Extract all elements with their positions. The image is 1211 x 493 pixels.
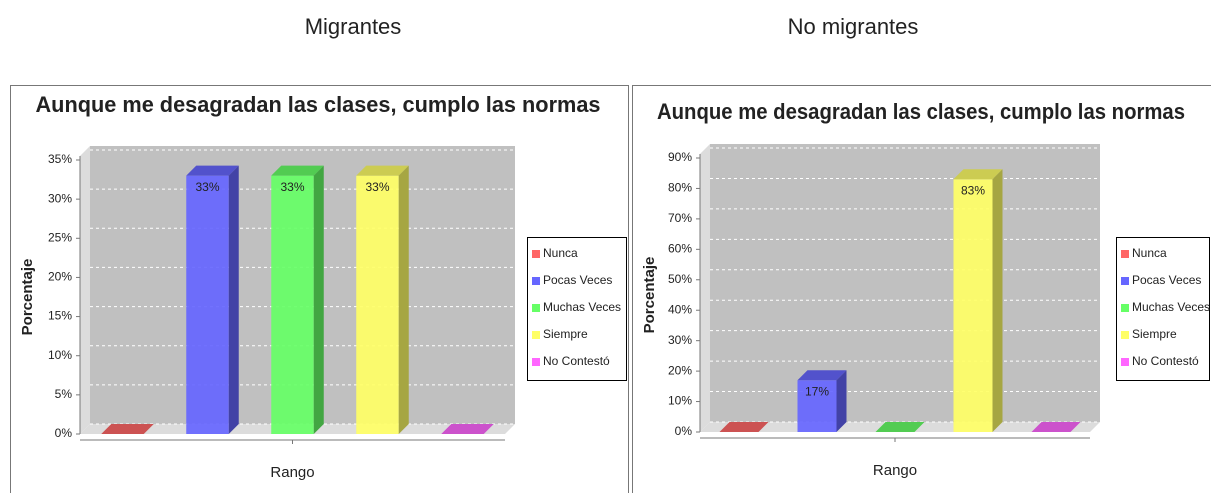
value-label: 17% bbox=[805, 384, 829, 398]
bar-top bbox=[797, 370, 847, 381]
y-tick-label: 15% bbox=[48, 309, 72, 323]
legend-swatch bbox=[1121, 331, 1129, 339]
bar-top bbox=[719, 422, 769, 432]
bar-side bbox=[398, 165, 409, 434]
y-tick-label: 50% bbox=[668, 272, 692, 286]
y-tick-label: 10% bbox=[668, 394, 692, 408]
legend-label: No Contestó bbox=[1132, 354, 1199, 368]
legend-box bbox=[527, 237, 627, 381]
bar bbox=[186, 165, 239, 434]
bar-top bbox=[1031, 422, 1081, 432]
y-tick-label: 25% bbox=[48, 230, 72, 244]
heading: Migrantes bbox=[305, 14, 402, 39]
y-tick-label: 40% bbox=[668, 302, 692, 316]
bar bbox=[1031, 422, 1081, 432]
x-axis-label: Rango bbox=[270, 464, 314, 481]
chart-title: Aunque me desagradan las clases, cumplo … bbox=[657, 99, 1185, 124]
legend-box bbox=[1116, 237, 1210, 381]
y-tick-label: 20% bbox=[668, 363, 692, 377]
y-tick-label: 60% bbox=[668, 242, 692, 256]
legend-label: No Contestó bbox=[543, 354, 610, 368]
legend-swatch bbox=[1121, 304, 1129, 312]
bar-front bbox=[797, 380, 837, 432]
bar-front bbox=[356, 175, 399, 434]
y-tick-label: 80% bbox=[668, 181, 692, 195]
bar-top bbox=[186, 165, 239, 176]
legend-label: Siempre bbox=[543, 327, 588, 341]
value-label: 33% bbox=[280, 180, 304, 194]
bar-top bbox=[875, 422, 925, 432]
bar-front bbox=[953, 179, 993, 432]
bar bbox=[441, 424, 494, 434]
bar-front bbox=[186, 175, 229, 434]
bar bbox=[953, 169, 1003, 433]
bar bbox=[875, 422, 925, 432]
bar-top bbox=[101, 424, 154, 434]
y-tick-label: 10% bbox=[48, 348, 72, 362]
y-tick-label: 35% bbox=[48, 152, 72, 166]
bar-top bbox=[271, 165, 324, 176]
y-tick-label: 20% bbox=[48, 270, 72, 284]
legend-swatch bbox=[532, 358, 540, 366]
bar-top bbox=[953, 169, 1003, 180]
y-axis-label: Porcentaje bbox=[641, 257, 658, 334]
legend-label: Muchas Veces bbox=[543, 300, 621, 314]
legend-swatch bbox=[1121, 277, 1129, 285]
legend-swatch bbox=[532, 250, 540, 258]
chart-title: Aunque me desagradan las clases, cumplo … bbox=[36, 92, 601, 117]
bar bbox=[719, 422, 769, 432]
bar-side bbox=[228, 165, 239, 434]
bar-top bbox=[356, 165, 409, 176]
legend-swatch bbox=[532, 304, 540, 312]
bar bbox=[797, 370, 847, 432]
value-label: 83% bbox=[961, 183, 985, 197]
legend-swatch bbox=[532, 277, 540, 285]
bar bbox=[356, 165, 409, 434]
y-tick-label: 90% bbox=[668, 150, 692, 164]
y-tick-label: 70% bbox=[668, 211, 692, 225]
legend-swatch bbox=[532, 331, 540, 339]
legend-label: Pocas Veces bbox=[1132, 273, 1201, 287]
legend-label: Muchas Veces bbox=[1132, 300, 1210, 314]
y-tick-label: 5% bbox=[55, 387, 73, 401]
bar bbox=[101, 424, 154, 434]
legend-swatch bbox=[1121, 250, 1129, 258]
bar-side bbox=[836, 370, 847, 432]
legend-label: Siempre bbox=[1132, 327, 1177, 341]
x-axis-label: Rango bbox=[873, 462, 917, 479]
value-label: 33% bbox=[365, 180, 389, 194]
plot-wall bbox=[700, 144, 710, 432]
y-tick-label: 30% bbox=[48, 191, 72, 205]
plot-background bbox=[710, 144, 1100, 422]
value-label: 33% bbox=[195, 180, 219, 194]
bar-side bbox=[313, 165, 324, 434]
heading: No migrantes bbox=[788, 14, 919, 39]
y-tick-label: 0% bbox=[675, 424, 693, 438]
bar-side bbox=[992, 169, 1003, 433]
plot-wall bbox=[80, 146, 90, 434]
y-tick-label: 0% bbox=[55, 426, 73, 440]
legend-label: Pocas Veces bbox=[543, 273, 612, 287]
y-axis-label: Porcentaje bbox=[19, 259, 36, 336]
legend-label: Nunca bbox=[1132, 246, 1167, 260]
bar-top bbox=[441, 424, 494, 434]
bar-front bbox=[271, 175, 314, 434]
legend-label: Nunca bbox=[543, 246, 578, 260]
bar bbox=[271, 165, 324, 434]
y-tick-label: 30% bbox=[668, 333, 692, 347]
legend-swatch bbox=[1121, 358, 1129, 366]
